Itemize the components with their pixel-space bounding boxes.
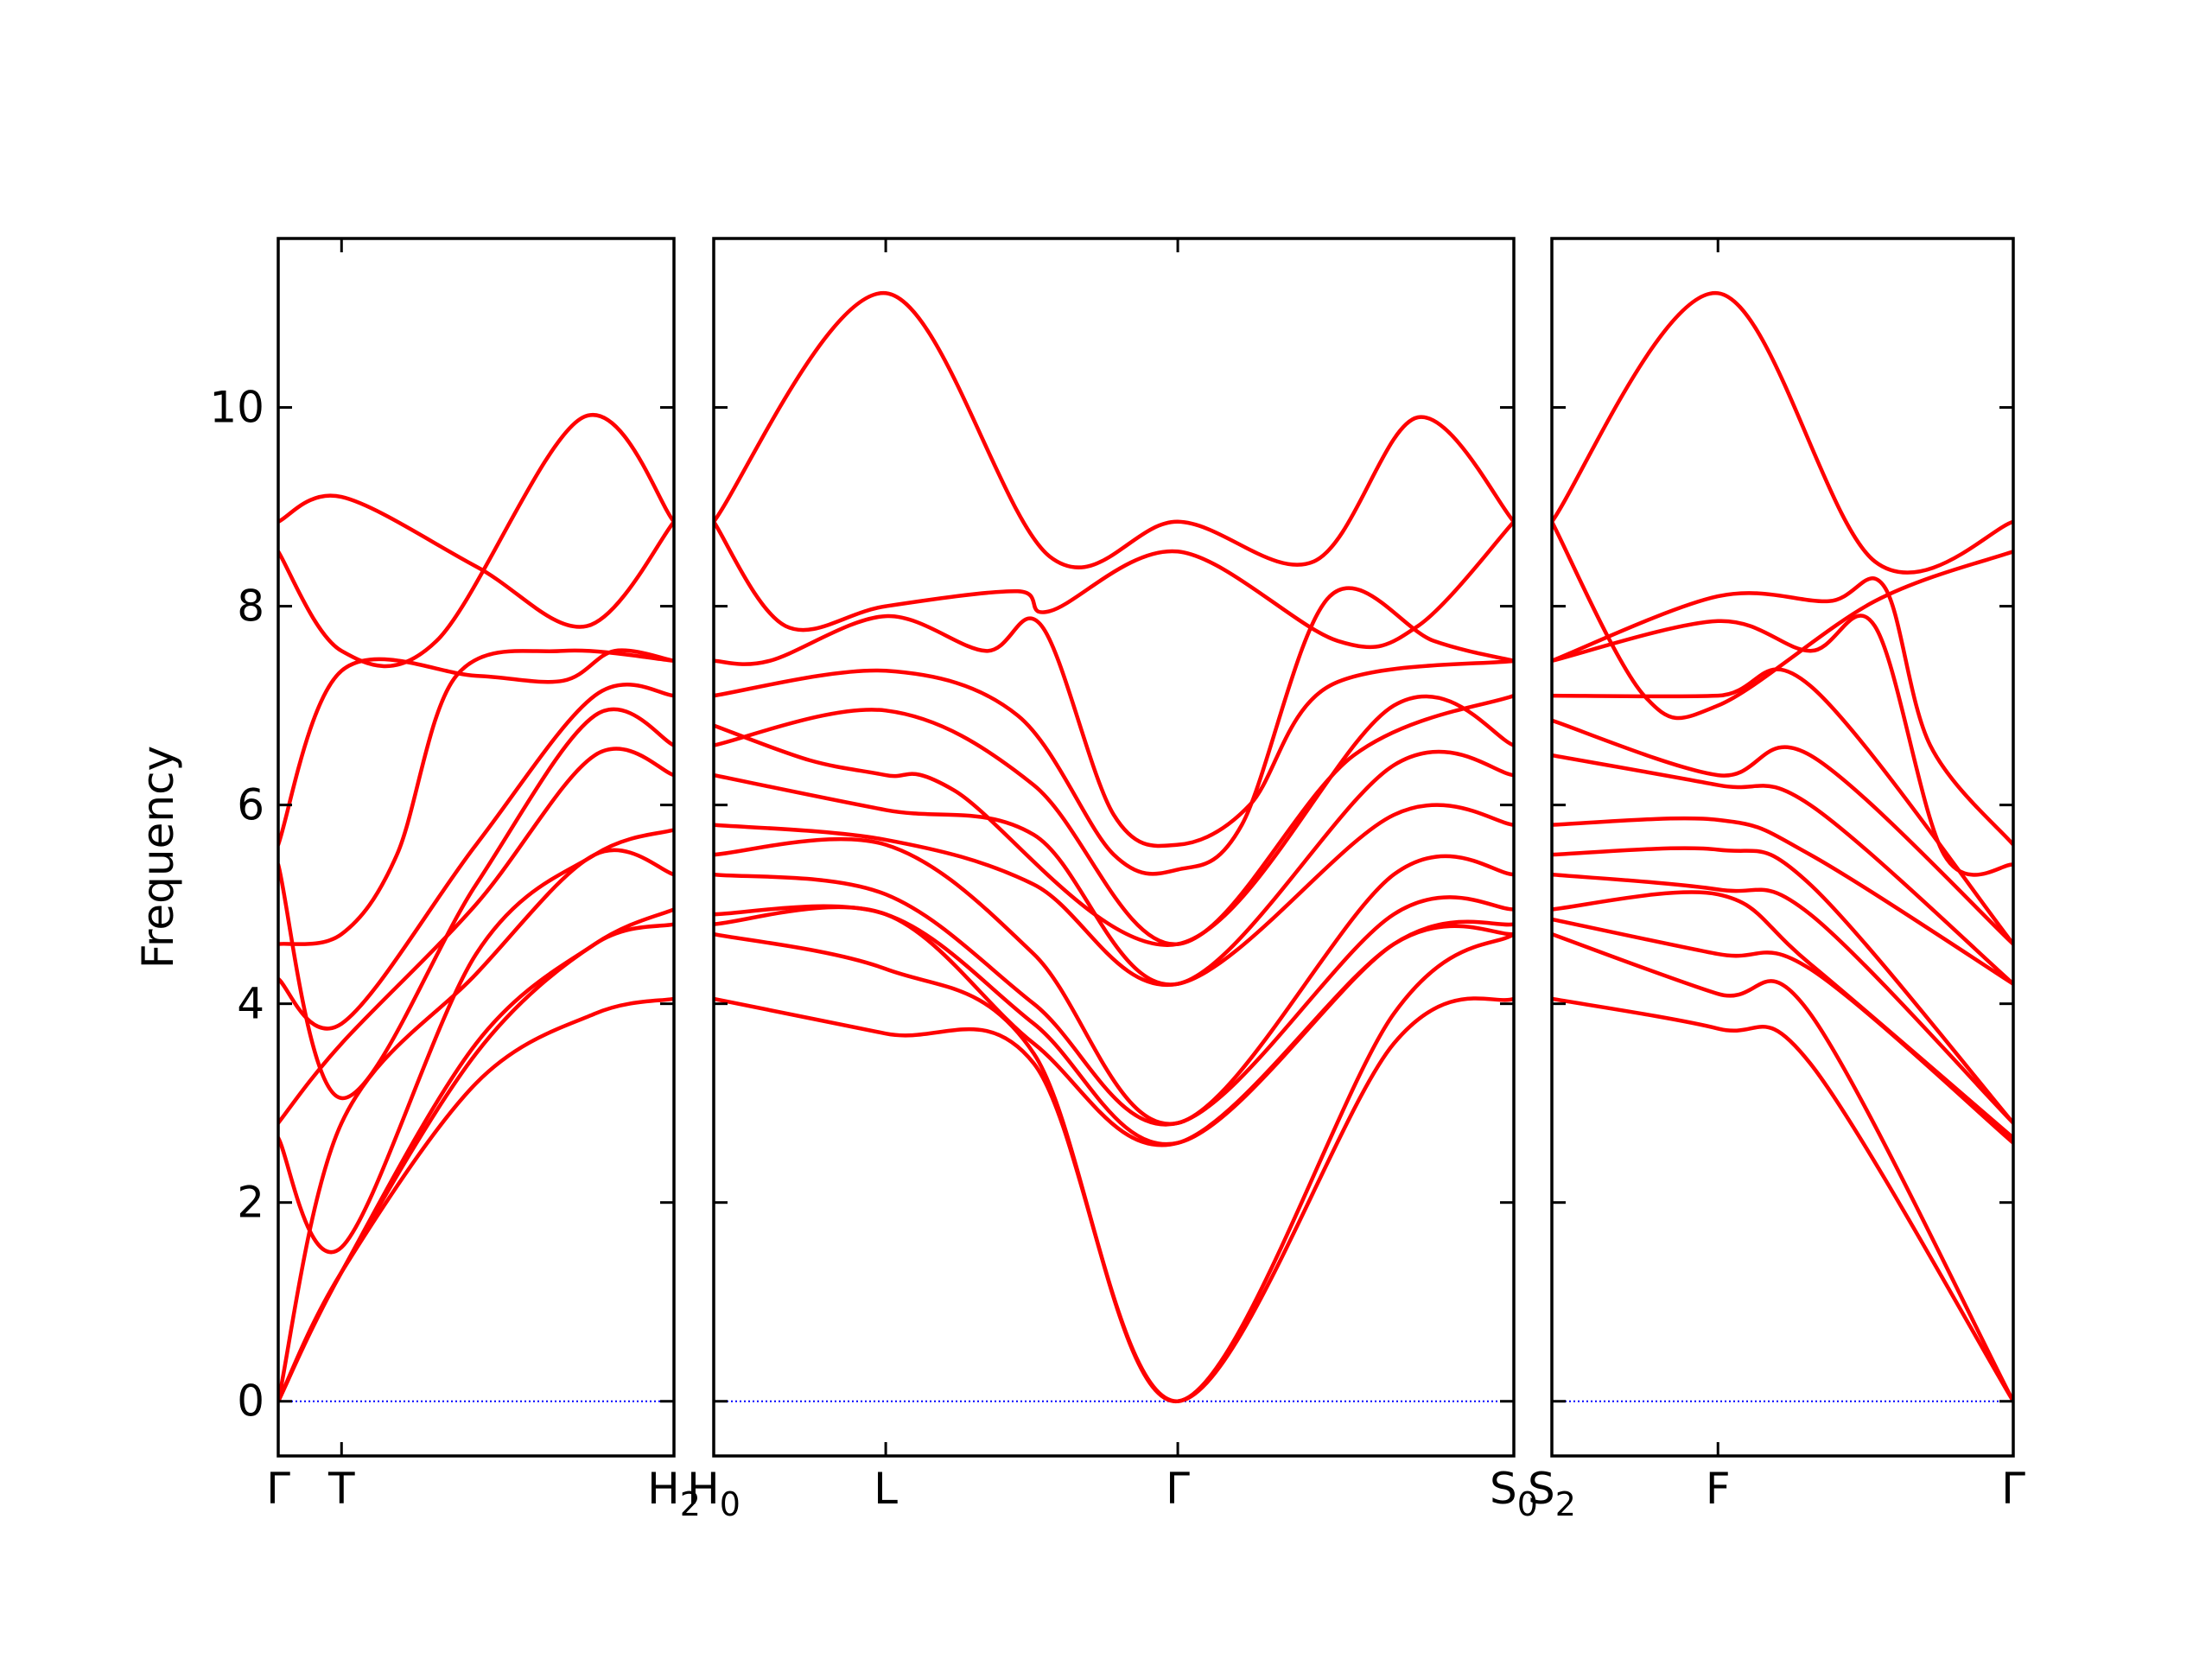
y-tick-label: 10 [209,383,264,433]
band-line-7 [714,749,1514,987]
band-line-13 [1552,931,2013,1403]
y-axis: 0 2 4 6 8 10 [209,383,264,1427]
series-group [1552,291,2013,1403]
band-line-5 [1552,667,2013,946]
band-line-4 [278,648,674,946]
panel-1: Γ T H2 [266,237,701,1523]
band-line-2 [1552,519,2013,721]
x-tick-label: Γ [266,1464,290,1514]
band-line-5 [278,683,674,1031]
band-line-3 [278,648,674,847]
y-tick-label: 2 [237,1178,264,1228]
x-tick-label: S0 [1490,1464,1538,1523]
band-line-8 [1552,816,2013,986]
y-tick-label: 4 [237,979,264,1029]
panel-3: S2 F Γ [1528,237,2025,1523]
band-line-8 [714,803,1514,988]
y-axis-title: Frequency [133,746,183,969]
x-tick-label: H0 [687,1464,741,1523]
x-tick-label: Γ [2001,1464,2025,1514]
band-line-6 [1552,718,2013,946]
band-line-9 [1552,846,2013,1125]
series-group [278,413,674,1403]
x-tick-label: F [1706,1464,1731,1514]
band-line-1 [714,291,1514,569]
band-line-12 [278,996,674,1403]
band-line-7 [1552,753,2013,986]
y-tick-label: 8 [237,582,264,632]
band-line-4 [714,586,1514,876]
band-line-12 [1552,917,2013,1145]
panel-frame [276,237,676,1458]
band-line-6 [278,707,674,1101]
band-line-2 [714,519,1514,650]
band-line-7 [278,747,674,1125]
band-line-9 [714,836,1514,1126]
x-tick-label: S2 [1528,1464,1576,1523]
y-tick-label: 0 [237,1376,264,1427]
band-line-10 [1552,872,2013,1125]
x-tick-label: L [874,1464,898,1514]
band-line-4 [1552,613,2013,877]
band-line-10 [714,872,1514,1127]
series-group [714,291,1514,1403]
x-tick-label: H2 [647,1464,701,1523]
band-line-6 [714,694,1514,947]
band-line-14 [714,996,1514,1403]
panel-frame [1550,237,2015,1458]
band-line-9 [278,848,674,1403]
panel-2: H0 L Γ S0 [687,237,1538,1523]
band-line-12 [714,905,1514,1147]
band-line-11 [1552,890,2013,1141]
band-line-3 [714,613,1514,849]
band-line-3 [1552,576,2013,847]
band-line-1 [1552,291,2013,575]
band-line-10 [278,907,674,1403]
y-tick-label: 6 [237,780,264,830]
x-tick-label: T [327,1464,355,1514]
band-line-13 [714,931,1514,1403]
x-tick-label: Γ [1166,1464,1190,1514]
panel-frame [712,237,1516,1458]
band-line-2 [278,413,674,669]
band-line-1 [278,493,674,629]
band-line-11 [278,922,674,1403]
band-line-5 [714,693,1514,946]
band-line-14 [1552,996,2013,1403]
